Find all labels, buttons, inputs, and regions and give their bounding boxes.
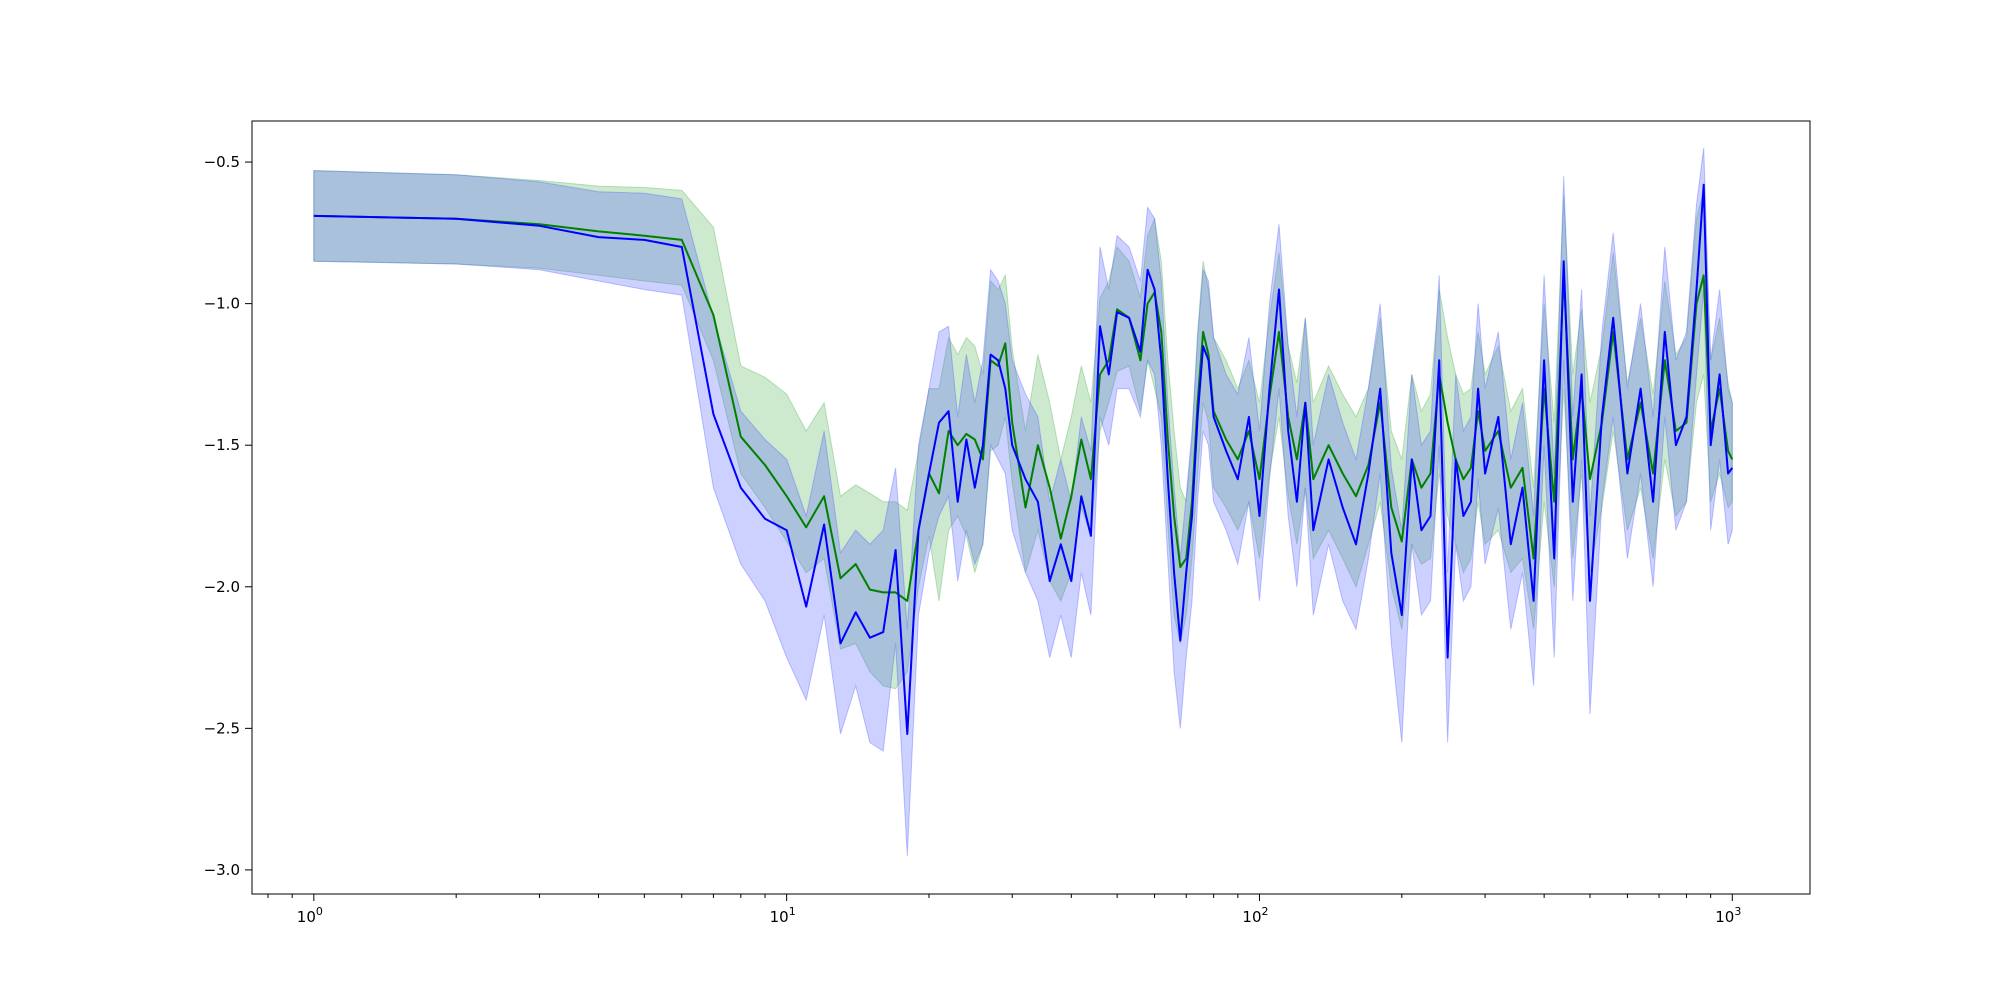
x-tick-base: 10	[1715, 908, 1734, 926]
x-tick-label: 103	[1715, 905, 1741, 926]
y-tick-label: −0.5	[204, 153, 240, 171]
x-tick-exponent: 2	[1262, 905, 1269, 918]
x-axis-ticks: 100 101 102 103	[267, 894, 1741, 926]
series-2-line	[313, 183, 1734, 735]
y-tick-label: −2.5	[204, 719, 240, 737]
x-tick-base: 10	[297, 908, 316, 926]
y-tick-label: −1.5	[204, 436, 240, 454]
x-tick-exponent: 0	[316, 905, 323, 918]
series-lines	[313, 183, 1734, 735]
x-tick-base: 10	[770, 908, 789, 926]
x-tick-label: 102	[1242, 905, 1268, 926]
plot-area-frame	[251, 120, 1811, 895]
x-tick-label: 101	[770, 905, 796, 926]
x-tick-exponent: 1	[789, 905, 796, 918]
x-tick-exponent: 3	[1734, 905, 1741, 918]
y-tick-label: −3.0	[204, 861, 240, 879]
x-tick-label: 100	[297, 905, 323, 926]
y-tick-label: −1.0	[204, 295, 240, 313]
y-axis-ticks: −0.5 −1.0 −1.5 −2.0 −2.5 −3.0	[204, 153, 252, 879]
x-tick-base: 10	[1242, 908, 1261, 926]
series-2-band	[313, 147, 1733, 856]
y-tick-label: −2.0	[204, 578, 240, 596]
